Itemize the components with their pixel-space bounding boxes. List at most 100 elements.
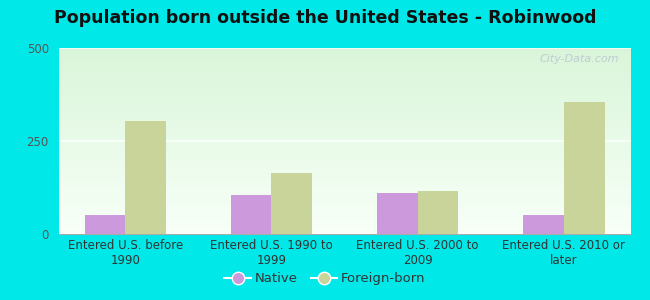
Bar bbox=[58, 172, 630, 175]
Bar bbox=[58, 182, 630, 184]
Bar bbox=[58, 48, 630, 50]
Bar bbox=[58, 65, 630, 67]
Bar bbox=[58, 214, 630, 215]
Bar bbox=[125, 121, 166, 234]
Bar bbox=[58, 160, 630, 161]
Bar bbox=[58, 215, 630, 217]
Bar bbox=[58, 217, 630, 219]
Bar bbox=[58, 148, 630, 150]
Bar bbox=[58, 110, 630, 111]
Bar bbox=[58, 122, 630, 124]
Bar bbox=[58, 94, 630, 96]
Bar bbox=[58, 206, 630, 208]
Bar bbox=[58, 135, 630, 137]
Bar bbox=[58, 115, 630, 117]
Bar bbox=[58, 68, 630, 70]
Bar bbox=[58, 117, 630, 119]
Bar bbox=[58, 152, 630, 154]
Bar bbox=[58, 167, 630, 169]
Bar bbox=[58, 202, 630, 204]
Bar bbox=[58, 76, 630, 78]
Bar bbox=[58, 141, 630, 143]
Bar bbox=[58, 87, 630, 89]
Bar bbox=[58, 85, 630, 87]
Bar bbox=[58, 210, 630, 212]
Bar bbox=[58, 119, 630, 121]
Bar bbox=[58, 113, 630, 115]
Bar bbox=[58, 226, 630, 228]
Bar bbox=[58, 184, 630, 186]
Bar bbox=[58, 165, 630, 167]
Bar bbox=[231, 195, 272, 234]
Bar bbox=[58, 193, 630, 195]
Bar bbox=[58, 208, 630, 210]
Bar bbox=[58, 72, 630, 74]
Bar bbox=[58, 228, 630, 230]
Bar bbox=[58, 221, 630, 223]
Bar bbox=[58, 178, 630, 180]
Bar bbox=[58, 54, 630, 56]
Bar bbox=[58, 74, 630, 76]
Bar bbox=[58, 199, 630, 200]
Bar bbox=[58, 176, 630, 178]
Bar bbox=[58, 191, 630, 193]
Bar bbox=[417, 191, 458, 234]
Bar bbox=[58, 59, 630, 61]
Bar bbox=[58, 91, 630, 93]
Bar bbox=[58, 158, 630, 160]
Bar bbox=[58, 143, 630, 145]
Bar bbox=[58, 83, 630, 85]
Bar bbox=[58, 154, 630, 156]
Text: City-Data.com: City-Data.com bbox=[540, 54, 619, 64]
Bar bbox=[272, 172, 313, 234]
Bar bbox=[58, 56, 630, 57]
Bar bbox=[58, 61, 630, 63]
Bar bbox=[58, 219, 630, 221]
Bar bbox=[376, 193, 417, 234]
Bar bbox=[564, 102, 604, 234]
Bar bbox=[58, 82, 630, 83]
Bar bbox=[58, 200, 630, 202]
Bar bbox=[58, 169, 630, 171]
Bar bbox=[84, 215, 125, 234]
Bar bbox=[58, 102, 630, 104]
Bar bbox=[58, 96, 630, 98]
Bar bbox=[58, 111, 630, 113]
Bar bbox=[58, 134, 630, 135]
Bar bbox=[58, 223, 630, 225]
Bar bbox=[58, 180, 630, 182]
Bar bbox=[58, 124, 630, 126]
Bar bbox=[58, 225, 630, 226]
Bar bbox=[58, 50, 630, 52]
Bar bbox=[58, 137, 630, 139]
Bar bbox=[58, 106, 630, 107]
Bar bbox=[58, 100, 630, 102]
Bar bbox=[58, 195, 630, 197]
Bar bbox=[58, 52, 630, 54]
Bar bbox=[58, 186, 630, 188]
Bar bbox=[58, 128, 630, 130]
Bar bbox=[58, 163, 630, 165]
Bar bbox=[58, 212, 630, 214]
Bar bbox=[58, 150, 630, 152]
Bar bbox=[58, 126, 630, 128]
Bar bbox=[523, 215, 564, 234]
Bar bbox=[58, 89, 630, 91]
Bar bbox=[58, 175, 630, 176]
Bar bbox=[58, 156, 630, 158]
Bar bbox=[58, 145, 630, 147]
Bar bbox=[58, 204, 630, 206]
Bar bbox=[58, 70, 630, 72]
Bar bbox=[58, 80, 630, 82]
Bar bbox=[58, 104, 630, 106]
Bar bbox=[58, 93, 630, 94]
Bar bbox=[58, 63, 630, 65]
Bar bbox=[58, 139, 630, 141]
Bar bbox=[58, 121, 630, 122]
Bar bbox=[58, 189, 630, 191]
Bar bbox=[58, 161, 630, 163]
Text: Population born outside the United States - Robinwood: Population born outside the United State… bbox=[54, 9, 596, 27]
Bar bbox=[58, 147, 630, 148]
Bar bbox=[58, 130, 630, 132]
Legend: Native, Foreign-born: Native, Foreign-born bbox=[219, 267, 431, 290]
